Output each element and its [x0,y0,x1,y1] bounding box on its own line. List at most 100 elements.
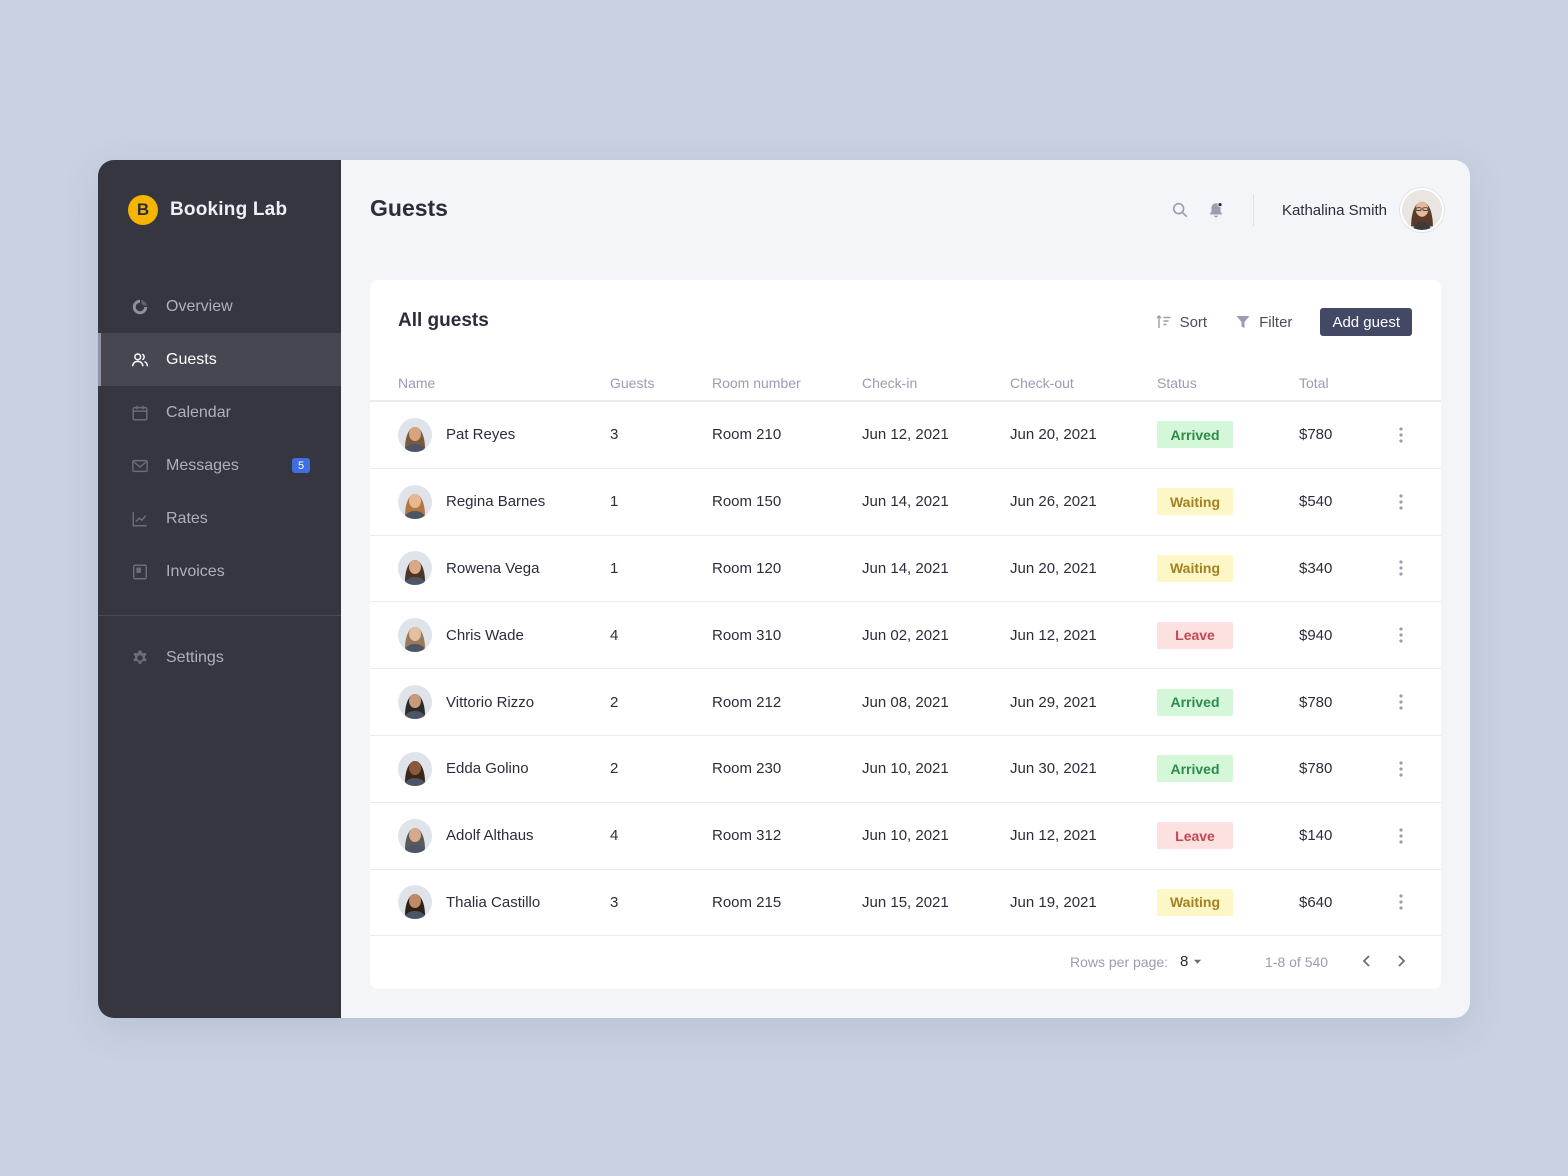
guests-card: All guests Sort Filter Add guest Name Gu… [370,280,1441,989]
sidebar-item-label: Overview [166,297,233,315]
more-options-button[interactable] [1391,892,1411,912]
table-row[interactable]: Adolf Althaus 4 Room 312 Jun 10, 2021 Ju… [370,803,1441,870]
more-options-button[interactable] [1391,625,1411,645]
messages-count-badge: 5 [292,458,310,473]
sidebar-item-invoices[interactable]: Invoices [98,545,341,598]
table-row[interactable]: Thalia Castillo 3 Room 215 Jun 15, 2021 … [370,870,1441,937]
guest-cell: Rowena Vega [398,536,539,602]
sidebar-item-calendar[interactable]: Calendar [98,386,341,439]
total-amount: $340 [1299,559,1333,577]
sort-button[interactable]: Sort [1156,314,1207,331]
sidebar-divider [98,615,341,616]
page-title: Guests [370,195,448,221]
guest-count: 3 [610,893,619,911]
more-options-button[interactable] [1391,826,1411,846]
status-cell: Waiting [1157,870,1233,936]
room-number: Room 230 [712,760,782,778]
total-amount: $640 [1299,893,1333,911]
sidebar-item-label: Guests [166,350,217,368]
table-row[interactable]: Vittorio Rizzo 2 Room 212 Jun 08, 2021 J… [370,669,1441,736]
column-header-total[interactable]: Total [1299,375,1329,391]
check-out-date: Jun 20, 2021 [1010,426,1097,444]
bell-icon[interactable] [1205,199,1227,221]
column-header-name[interactable]: Name [398,375,436,391]
table-header: Name Guests Room number Check-in Check-o… [370,370,1441,402]
more-options-button[interactable] [1391,425,1411,445]
table-row[interactable]: Pat Reyes 3 Room 210 Jun 12, 2021 Jun 20… [370,402,1441,469]
guest-name: Edda Golino [446,760,529,778]
sidebar-settings: Settings [98,631,341,684]
column-header-checkin[interactable]: Check-in [862,375,918,391]
sidebar-item-label: Invoices [166,562,225,580]
more-options-button[interactable] [1391,492,1411,512]
status-cell: Waiting [1157,536,1233,602]
next-page-button[interactable] [1390,950,1412,972]
prev-page-button[interactable] [1356,950,1378,972]
check-out-date: Jun 12, 2021 [1010,626,1097,644]
sidebar-item-overview[interactable]: Overview [98,280,341,333]
invoice-icon [130,562,150,582]
guest-avatar[interactable] [398,618,432,653]
sidebar-item-messages[interactable]: Messages 5 [98,439,341,492]
room-number: Room 310 [712,626,782,644]
row-actions [1391,870,1411,936]
check-out-date: Jun 30, 2021 [1010,760,1097,778]
user-avatar[interactable] [1400,188,1444,232]
status-badge: Waiting [1157,488,1233,516]
guest-name: Rowena Vega [446,559,540,577]
more-options-button[interactable] [1391,692,1411,712]
guest-avatar[interactable] [398,885,432,920]
add-guest-button[interactable]: Add guest [1320,308,1412,336]
sort-icon [1156,315,1171,328]
guest-avatar[interactable] [398,484,432,519]
brand[interactable]: B Booking Lab [128,195,287,225]
guest-avatar[interactable] [398,818,432,853]
table-row[interactable]: Regina Barnes 1 Room 150 Jun 14, 2021 Ju… [370,469,1441,536]
more-options-button[interactable] [1391,759,1411,779]
user-name[interactable]: Kathalina Smith [1281,201,1387,219]
search-icon[interactable] [1169,199,1191,221]
guest-cell: Vittorio Rizzo [398,669,534,735]
column-header-checkout[interactable]: Check-out [1010,375,1074,391]
sidebar-item-settings[interactable]: Settings [98,631,341,684]
column-header-room[interactable]: Room number [712,375,801,391]
users-icon [130,350,150,370]
topbar: Kathalina Smith [1169,187,1444,233]
app-window: B Booking Lab Overview Guests Calenda [98,160,1470,1018]
chart-icon [130,509,150,529]
more-options-button[interactable] [1391,558,1411,578]
row-actions [1391,469,1411,535]
row-actions [1391,669,1411,735]
sidebar-item-label: Messages [166,456,239,474]
check-in-date: Jun 14, 2021 [862,493,949,511]
sidebar-item-guests[interactable]: Guests [98,333,341,386]
guest-name: Chris Wade [446,626,524,644]
status-badge: Arrived [1157,688,1233,716]
rows-per-page-label: Rows per page: [1070,954,1169,970]
row-actions [1391,536,1411,602]
total-amount: $540 [1299,493,1333,511]
rows-per-page-select[interactable]: 8 [1180,953,1202,970]
guest-avatar[interactable] [398,685,432,720]
total-amount: $940 [1299,626,1333,644]
table-row[interactable]: Edda Golino 2 Room 230 Jun 10, 2021 Jun … [370,736,1441,803]
table-row[interactable]: Rowena Vega 1 Room 120 Jun 14, 2021 Jun … [370,536,1441,603]
sidebar-item-rates[interactable]: Rates [98,492,341,545]
column-header-guests[interactable]: Guests [610,375,655,391]
guest-name: Thalia Castillo [446,893,541,911]
guest-cell: Pat Reyes [398,402,515,468]
filter-button[interactable]: Filter [1235,314,1292,331]
status-cell: Arrived [1157,669,1233,735]
guest-count: 3 [610,426,619,444]
row-actions [1391,402,1411,468]
column-header-status[interactable]: Status [1157,375,1197,391]
guest-avatar[interactable] [398,751,432,786]
check-out-date: Jun 20, 2021 [1010,559,1097,577]
guest-cell: Chris Wade [398,602,524,668]
guest-avatar[interactable] [398,551,432,586]
check-out-date: Jun 26, 2021 [1010,493,1097,511]
status-badge: Leave [1157,621,1233,649]
check-out-date: Jun 19, 2021 [1010,893,1097,911]
table-row[interactable]: Chris Wade 4 Room 310 Jun 02, 2021 Jun 1… [370,602,1441,670]
guest-avatar[interactable] [398,417,432,452]
